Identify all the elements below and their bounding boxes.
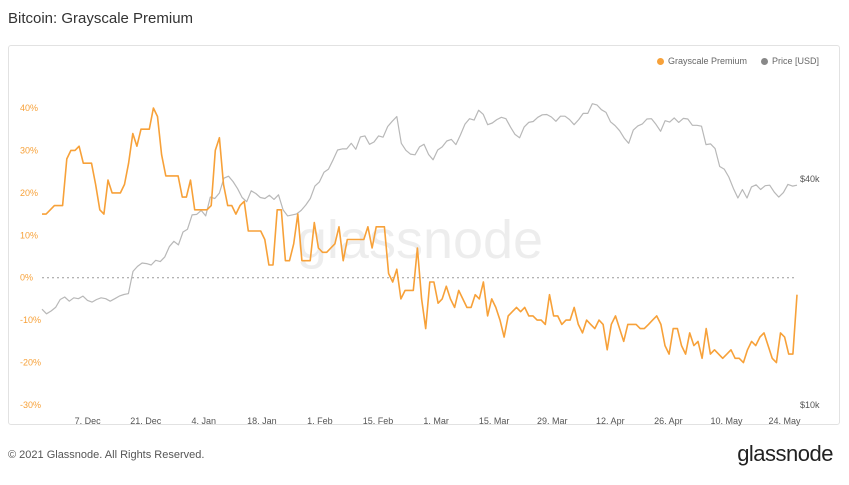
x-tick-label: 29. Mar — [537, 416, 568, 426]
y-left-tick-label: 30% — [20, 145, 38, 155]
y-left-tick-label: -10% — [20, 315, 41, 325]
x-tick-label: 26. Apr — [654, 416, 683, 426]
x-tick-label: 21. Dec — [130, 416, 162, 426]
x-tick-label: 24. May — [769, 416, 802, 426]
x-tick-label: 15. Feb — [363, 416, 394, 426]
legend: Grayscale Premium Price [USD] — [656, 56, 819, 66]
watermark-text: glassnode — [297, 210, 543, 270]
x-tick-label: 1. Mar — [423, 416, 449, 426]
legend-item-premium[interactable]: Grayscale Premium — [656, 56, 747, 66]
x-tick-label: 1. Feb — [307, 416, 333, 426]
legend-dot-price-icon — [760, 57, 768, 65]
x-tick-label: 4. Jan — [192, 416, 217, 426]
y-right-tick-label: $40k — [800, 174, 820, 184]
legend-item-price[interactable]: Price [USD] — [760, 56, 819, 66]
legend-dot-premium-icon — [656, 57, 664, 65]
x-tick-label: 7. Dec — [75, 416, 102, 426]
y-left-tick-label: 10% — [20, 230, 38, 240]
chart-title: Bitcoin: Grayscale Premium — [8, 10, 194, 27]
copyright-text: © 2021 Glassnode. All Rights Reserved. — [8, 449, 205, 461]
x-tick-label: 12. Apr — [596, 416, 625, 426]
x-tick-label: 18. Jan — [247, 416, 277, 426]
price-series-line — [41, 103, 798, 315]
premium-series-line — [42, 107, 798, 364]
x-tick-label: 10. May — [710, 416, 743, 426]
y-right-tick-label: $10k — [800, 400, 820, 410]
chart-panel: Grayscale Premium Price [USD] — [8, 45, 840, 425]
y-left-tick-label: 20% — [20, 188, 38, 198]
x-tick-label: 15. Mar — [479, 416, 510, 426]
y-left-tick-label: -20% — [20, 358, 41, 368]
legend-label-premium: Grayscale Premium — [667, 56, 747, 66]
brand-logo: glassnode — [737, 441, 833, 466]
legend-label-price: Price [USD] — [771, 56, 819, 66]
y-left-tick-label: 0% — [20, 273, 33, 283]
y-left-tick-label: 40% — [20, 103, 38, 113]
y-left-tick-label: -30% — [20, 400, 41, 410]
